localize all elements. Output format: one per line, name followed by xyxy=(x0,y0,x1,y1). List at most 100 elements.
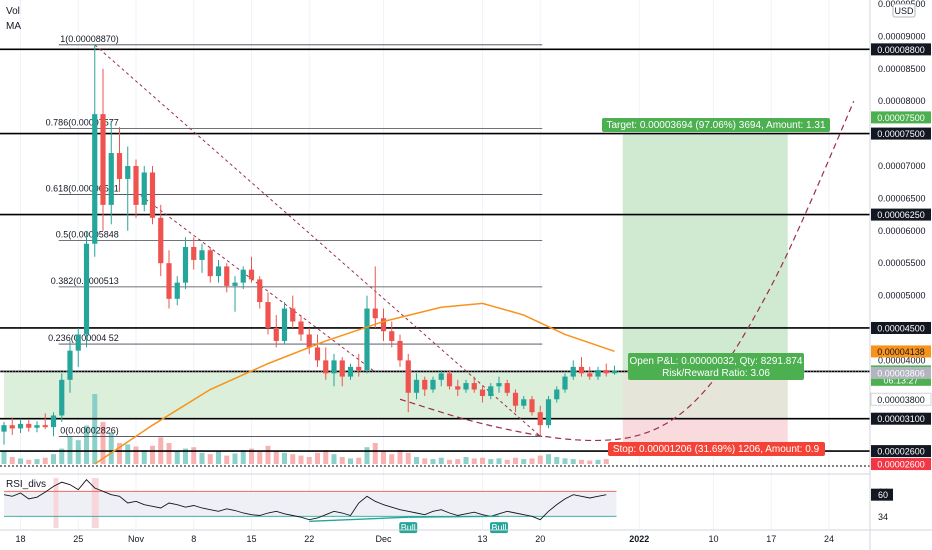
candle-body[interactable] xyxy=(306,334,312,348)
candle-body[interactable] xyxy=(265,302,271,328)
candle-body[interactable] xyxy=(100,114,106,205)
projection-curve-path[interactable] xyxy=(399,100,855,442)
candle-body[interactable] xyxy=(430,379,436,390)
candle-body[interactable] xyxy=(182,246,189,283)
candle-body[interactable] xyxy=(273,327,279,341)
vol-label[interactable]: Vol xyxy=(6,6,20,17)
candle-body[interactable] xyxy=(331,360,337,374)
volume-bar xyxy=(257,452,263,464)
candle-body[interactable] xyxy=(50,415,57,428)
candle-body[interactable] xyxy=(207,250,213,277)
time-tick: Nov xyxy=(128,534,145,544)
candle-body[interactable] xyxy=(191,246,197,260)
candle-body[interactable] xyxy=(298,321,304,335)
candle-body[interactable] xyxy=(347,366,354,377)
candle-body[interactable] xyxy=(116,153,123,179)
candle-body[interactable] xyxy=(356,366,362,371)
currency-label[interactable]: USD xyxy=(894,6,914,16)
candle-body[interactable] xyxy=(463,383,469,390)
candle-body[interactable] xyxy=(199,250,205,260)
candle-body[interactable] xyxy=(455,386,461,390)
candle-body[interactable] xyxy=(67,350,73,380)
candle-body[interactable] xyxy=(397,340,403,361)
candle-body[interactable] xyxy=(133,165,139,205)
volume-bar xyxy=(405,452,411,464)
candle-body[interactable] xyxy=(1,425,7,432)
candle-body[interactable] xyxy=(372,308,378,319)
candle-body[interactable] xyxy=(504,383,510,393)
candle-body[interactable] xyxy=(364,308,370,371)
price-axis[interactable]: 0.000095000.000090000.000085000.00008000… xyxy=(870,0,932,522)
candle-body[interactable] xyxy=(240,269,246,283)
candle-body[interactable] xyxy=(158,217,164,264)
candle-body[interactable] xyxy=(83,243,90,335)
candle-body[interactable] xyxy=(26,423,32,428)
candle-body[interactable] xyxy=(166,263,172,299)
candle-body[interactable] xyxy=(34,425,40,428)
candle-body[interactable] xyxy=(215,266,222,277)
candle-body[interactable] xyxy=(290,308,296,322)
ma-label[interactable]: MA xyxy=(6,21,21,32)
candle-body[interactable] xyxy=(314,347,321,361)
candle-body[interactable] xyxy=(108,153,114,205)
candle-body[interactable] xyxy=(496,383,502,387)
candle-body[interactable] xyxy=(389,331,395,341)
target-zone[interactable] xyxy=(622,133,788,373)
currency-button[interactable] xyxy=(892,3,916,18)
price-tag-text: 0.00004500 xyxy=(877,323,925,333)
volume-bar xyxy=(463,457,469,464)
candle-body[interactable] xyxy=(232,282,238,286)
candle-body[interactable] xyxy=(554,389,560,400)
candle-body[interactable] xyxy=(141,172,147,205)
candle-body[interactable] xyxy=(224,266,230,286)
candle-body[interactable] xyxy=(75,334,81,351)
volume-bar xyxy=(207,454,213,464)
candle-body[interactable] xyxy=(603,370,609,374)
candle-body[interactable] xyxy=(595,370,601,377)
candle-body[interactable] xyxy=(562,376,568,390)
candle-body[interactable] xyxy=(578,366,585,374)
candle-body[interactable] xyxy=(422,379,428,390)
candle-body[interactable] xyxy=(125,165,131,179)
price-tick: 0.00009000 xyxy=(878,31,926,41)
candle-body[interactable] xyxy=(92,114,98,244)
candle-body[interactable] xyxy=(537,412,543,426)
candle-body[interactable] xyxy=(413,379,420,393)
candle-body[interactable] xyxy=(529,399,535,413)
candle-body[interactable] xyxy=(488,386,494,397)
candle-body[interactable] xyxy=(545,399,552,426)
candle-body[interactable] xyxy=(339,360,345,377)
time-axis[interactable]: 18 25 Nov 8 15 22 Dec 13 20 2022 10 17 24 xyxy=(15,534,834,544)
candle-body[interactable] xyxy=(257,279,263,303)
candle-body[interactable] xyxy=(174,282,180,299)
volume-bar xyxy=(323,450,329,464)
candle-body[interactable] xyxy=(611,370,618,374)
candle-body[interactable] xyxy=(17,423,24,429)
price-tag-text: 0.00003800 xyxy=(877,395,925,405)
candle-body[interactable] xyxy=(438,373,444,380)
rsi-line[interactable] xyxy=(3,478,607,521)
candle-body[interactable] xyxy=(405,360,411,393)
candle-body[interactable] xyxy=(9,425,15,429)
candle-body[interactable] xyxy=(323,360,329,374)
fib-trend-line[interactable] xyxy=(94,44,541,437)
candle-body[interactable] xyxy=(380,318,387,332)
candle-body[interactable] xyxy=(281,308,288,341)
volume-bar xyxy=(306,457,312,464)
candle-body[interactable] xyxy=(521,399,527,406)
candle-body[interactable] xyxy=(149,172,156,218)
candle-body[interactable] xyxy=(471,383,477,390)
ma-polyline[interactable] xyxy=(94,302,615,465)
candle-body[interactable] xyxy=(42,425,48,428)
candle-body[interactable] xyxy=(587,373,593,377)
candle-body[interactable] xyxy=(570,366,576,377)
candle-body[interactable] xyxy=(446,373,453,387)
candle-body[interactable] xyxy=(248,269,255,280)
candle-body[interactable] xyxy=(479,389,486,397)
rsi-title[interactable]: RSI_divs xyxy=(6,479,46,490)
candle-body[interactable] xyxy=(512,392,519,406)
candle-body[interactable] xyxy=(59,379,65,416)
rsi-tick: 60 xyxy=(878,490,888,500)
volume-bar xyxy=(26,459,32,464)
